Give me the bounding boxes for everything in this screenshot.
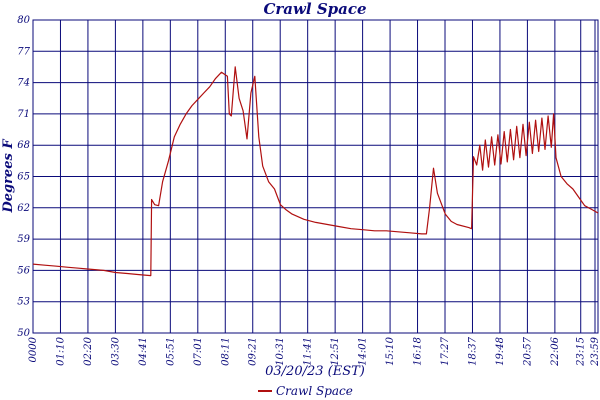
x-tick-label: 09:21 <box>248 337 259 366</box>
x-tick-label: 11:41 <box>303 337 314 366</box>
x-tick-label: 03:30 <box>110 336 121 365</box>
x-tick-label: 0000 <box>28 336 39 362</box>
x-tick-label: 07:01 <box>193 337 204 366</box>
x-tick-label: 12:51 <box>330 337 341 366</box>
y-tick-label: 65 <box>17 172 30 183</box>
x-tick-label: 01:10 <box>55 336 66 365</box>
x-tick-label: 15:10 <box>385 336 396 365</box>
x-tick-label: 02:20 <box>83 336 94 365</box>
y-tick-label: 74 <box>17 78 30 89</box>
series-layer <box>32 66 599 277</box>
legend: Crawl Space <box>258 384 353 398</box>
series-line <box>32 66 599 277</box>
x-tick-label: 14:01 <box>358 337 369 366</box>
x-tick-label: 19:48 <box>495 337 506 366</box>
x-tick-label: 16:18 <box>413 337 424 366</box>
y-tick-label: 68 <box>17 140 30 151</box>
x-tick-label: 23:59 <box>590 336 600 366</box>
y-tick-label: 56 <box>17 265 30 276</box>
y-tick-label: 71 <box>17 109 30 120</box>
x-tick-label: 04:41 <box>138 337 149 366</box>
y-tick-label: 80 <box>17 15 30 26</box>
x-tick-label: 17:27 <box>440 336 451 365</box>
x-tick-label: 08:11 <box>220 337 231 366</box>
y-tick-label: 50 <box>17 328 30 339</box>
x-tick-label: 05:51 <box>165 337 176 366</box>
y-tick-label: 59 <box>17 234 30 245</box>
x-ticks: 0000 01:10 02:20 03:30 04:41 05:51 07:01 08:11 0… <box>28 336 600 366</box>
legend-label: Crawl Space <box>276 384 353 398</box>
y-tick-label: 77 <box>17 46 30 57</box>
plot-frame <box>32 19 599 334</box>
x-tick-label: 20:57 <box>522 336 533 366</box>
x-tick-label: 23:15 <box>576 337 587 367</box>
x-tick-label: 18:37 <box>467 336 478 365</box>
y-ticks: 50 53 56 59 62 65 68 71 74 77 80 <box>17 15 30 339</box>
chart-title: Crawl Space <box>263 0 366 18</box>
y-tick-label: 53 <box>17 297 30 308</box>
y-axis-label: Degrees F <box>1 139 16 214</box>
y-tick-label: 62 <box>17 203 30 214</box>
x-axis-label: 03/20/23 (EST) <box>265 364 365 379</box>
x-tick-label: 10:31 <box>275 337 286 366</box>
x-tick-label: 22:06 <box>550 336 561 366</box>
grid <box>32 19 598 334</box>
